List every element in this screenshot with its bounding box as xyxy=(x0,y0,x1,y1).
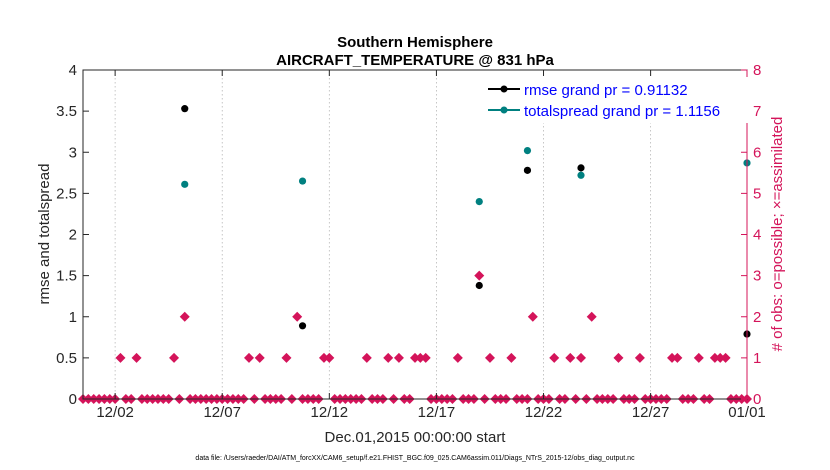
y-tick-label: 0 xyxy=(69,391,77,408)
y2-tick-label: 3 xyxy=(753,268,761,285)
rmse-point xyxy=(475,281,483,290)
rmse-point xyxy=(298,322,307,330)
legend-spread-marker xyxy=(500,106,508,114)
obs-count-point xyxy=(693,352,704,363)
obs-count-point xyxy=(410,352,420,363)
x-tick-label: 12/27 xyxy=(632,404,670,421)
y2-tick-label: 5 xyxy=(753,185,761,202)
obs-count-point xyxy=(115,352,126,363)
obs-count-point xyxy=(586,311,597,322)
totalspread-point xyxy=(298,177,307,185)
y2-tick-label: 1 xyxy=(753,350,761,367)
y-tick-label: 2.5 xyxy=(56,185,77,202)
x-tick-label: 12/07 xyxy=(203,404,241,421)
totalspread-point xyxy=(181,180,189,188)
y-tick-label: 4 xyxy=(69,62,77,79)
obs-count-point xyxy=(565,352,576,363)
data-file-footnote: data file: /Users/raeder/DAI/ATM_forcXX/… xyxy=(195,455,635,462)
obs-count-point xyxy=(254,352,265,363)
y-tick-label: 1 xyxy=(69,309,77,326)
obs-count-point xyxy=(667,352,678,363)
obs-count-point xyxy=(613,352,624,363)
obs-count-point xyxy=(131,352,142,363)
totalspread-point xyxy=(523,147,532,155)
legend-spread-label: totalspread grand pr = 1.1156 xyxy=(524,103,720,120)
x-tick-label: 12/12 xyxy=(311,404,349,421)
y-tick-label: 3.5 xyxy=(56,103,77,120)
obs-count-point xyxy=(672,352,683,363)
obs-count-point xyxy=(292,311,303,322)
obs-count-point xyxy=(420,352,431,363)
y2-tick-label: 6 xyxy=(753,144,761,161)
y-tick-label: 0.5 xyxy=(56,350,77,367)
chart-title: Southern Hemisphere xyxy=(337,34,493,51)
x-tick-label: 12/02 xyxy=(96,404,134,421)
axis-ticks: 12/02 12/07 12/12 12/17 12/22 12/27 01/0100.51… xyxy=(56,62,766,421)
obs-count-point xyxy=(506,352,517,363)
obs-count-point xyxy=(169,352,180,363)
obs-count-point xyxy=(383,352,394,363)
totalspread-point xyxy=(475,198,483,206)
x-tick-label: 01/01 xyxy=(728,404,766,421)
obs-count-point xyxy=(393,352,404,363)
totalspread-point xyxy=(577,171,585,179)
obs-count-point xyxy=(324,352,335,363)
y2-tick-label: 8 xyxy=(753,62,761,79)
legend-rmse-marker xyxy=(500,85,508,93)
y2-tick-label: 2 xyxy=(753,309,761,326)
obs-count-point xyxy=(474,270,485,281)
obs-count-point xyxy=(244,352,254,363)
obs-count-point xyxy=(415,352,426,363)
obs-count-point xyxy=(281,352,292,363)
legend-rmse-label: rmse grand pr = 0.91132 xyxy=(524,82,688,99)
obs-count-point xyxy=(576,352,586,363)
y-tick-label: 3 xyxy=(69,144,77,161)
y2-axis-label: # of obs: o=possible; ×=assimilated xyxy=(769,117,786,352)
y2-tick-label: 0 xyxy=(753,391,761,408)
y-tick-label: 1.5 xyxy=(56,268,77,285)
legend-box xyxy=(481,77,751,123)
y-tick-label: 2 xyxy=(69,227,77,244)
obs-count-point xyxy=(361,352,372,363)
obs-count-point xyxy=(715,352,726,363)
x-axis-label: Dec.01,2015 00:00:00 start xyxy=(325,429,507,446)
rmse-point xyxy=(523,166,532,174)
obs-count-point xyxy=(179,311,190,322)
obs-count-point xyxy=(634,352,645,363)
obs-count-point xyxy=(720,352,731,363)
obs-count-point xyxy=(318,352,329,363)
y-axis-label: rmse and totalspread xyxy=(36,164,53,305)
obs-count-point xyxy=(549,352,560,363)
y2-tick-label: 7 xyxy=(753,103,761,120)
y2-tick-label: 4 xyxy=(753,227,761,244)
chart-subtitle: AIRCRAFT_TEMPERATURE @ 831 hPa xyxy=(276,52,554,69)
obs-count-point xyxy=(484,352,495,363)
obs-count-point xyxy=(527,311,538,322)
legend: rmse grand pr = 0.91132 totalspread gran… xyxy=(481,77,751,123)
rmse-point xyxy=(181,105,189,113)
rmse-point xyxy=(577,164,585,172)
obs-count-point xyxy=(709,352,720,363)
obs-count-point xyxy=(452,352,463,363)
x-tick-label: 12/22 xyxy=(525,404,563,421)
x-tick-label: 12/17 xyxy=(418,404,456,421)
